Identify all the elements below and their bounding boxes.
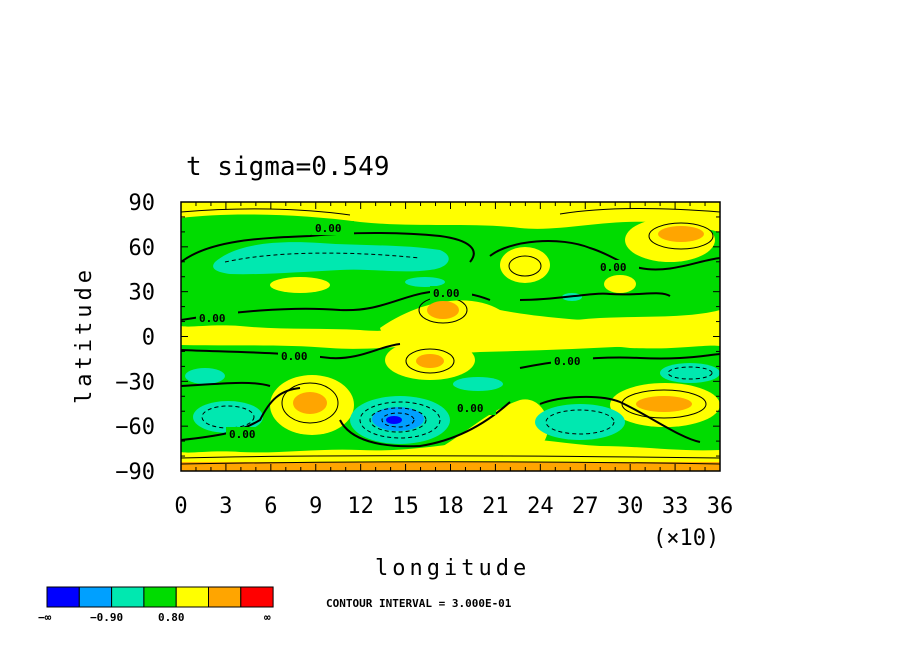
cold-region [660, 363, 720, 383]
warm-core [416, 354, 444, 368]
yellow-patch-small [604, 275, 636, 293]
contour-label: 0.00 [600, 261, 627, 274]
warm-core [636, 396, 692, 412]
contour-label: 0.00 [281, 350, 308, 363]
yellow-tongue-equator [380, 300, 720, 353]
colorbar-swatch [175, 586, 209, 608]
cold-region-north [213, 242, 449, 275]
contour-label: 0.00 [315, 222, 342, 235]
warm-core [293, 392, 327, 414]
colorbar-swatch [78, 586, 113, 608]
colorbar-swatch [46, 586, 80, 608]
colorbar-swatch [143, 586, 177, 608]
x-tick-label: 18 [437, 494, 464, 519]
y-tick-label: 30 [129, 281, 156, 306]
x-tick-label: 6 [264, 494, 277, 519]
warm-core [427, 301, 459, 319]
y-tick-label: 60 [129, 236, 156, 261]
yellow-patch-northeast [500, 247, 550, 283]
y-tick-label: −30 [115, 370, 155, 395]
colorbar-label: −∞ [38, 611, 52, 624]
y-tick-label: 90 [129, 191, 156, 216]
x-tick-label: 36 [707, 494, 734, 519]
contour-label: 0.00 [229, 428, 256, 441]
x-tick-label: 27 [572, 494, 599, 519]
colorbar-label: 0.80 [158, 611, 185, 624]
x-tick-label: 24 [527, 494, 554, 519]
x-tick-label: 15 [392, 494, 419, 519]
warm-core [658, 226, 704, 242]
contour-label: 0.00 [199, 312, 226, 325]
cold-region [453, 377, 503, 391]
x-tick-label: 21 [482, 494, 509, 519]
y-tick-label: −90 [115, 460, 155, 485]
yellow-southern-ridge [440, 399, 549, 456]
contour-label: 0.00 [554, 355, 581, 368]
x-tick-label: 12 [347, 494, 374, 519]
cold-region [185, 368, 225, 384]
cold-region [535, 404, 625, 440]
colorbar-swatch [111, 586, 145, 608]
cold-core-min [386, 416, 402, 424]
x-multiplier-label: (×10) [653, 526, 719, 551]
colorbar-label: −0.90 [90, 611, 123, 624]
colorbar-label: ∞ [264, 611, 271, 624]
colorbar [46, 586, 274, 608]
y-axis: 90 60 30 0 −30 −60 −90 [115, 191, 720, 485]
contour-label: 0.00 [457, 402, 484, 415]
contour-lines-zero [181, 232, 720, 448]
y-tick-label: 0 [142, 326, 155, 351]
y-tick-label: −60 [115, 415, 155, 440]
yellow-patch [270, 277, 330, 293]
x-tick-label: 30 [617, 494, 644, 519]
contour-value-labels: 0.00 0.00 0.00 0.00 0.00 0.00 0.00 0.00 [196, 221, 639, 441]
x-tick-label: 3 [219, 494, 232, 519]
x-axis-title: longitude [375, 556, 530, 581]
colorbar-swatch [208, 586, 242, 608]
contour-lines-thin [181, 208, 720, 465]
y-axis-title: latitude [72, 266, 97, 404]
x-tick-label: 33 [662, 494, 689, 519]
contour-interval-note: CONTOUR INTERVAL = 3.000E-01 [326, 597, 512, 610]
x-axis: 0 3 6 9 12 15 18 21 24 27 30 33 36 [174, 202, 733, 519]
colorbar-swatch [240, 586, 274, 608]
contour-label: 0.00 [433, 287, 460, 300]
chart-title: t sigma=0.549 [186, 152, 390, 182]
x-tick-label: 9 [309, 494, 322, 519]
x-tick-label: 0 [174, 494, 187, 519]
cold-region [405, 277, 445, 287]
contour-field: 0.00 0.00 0.00 0.00 0.00 0.00 0.00 0.00 [181, 202, 720, 471]
